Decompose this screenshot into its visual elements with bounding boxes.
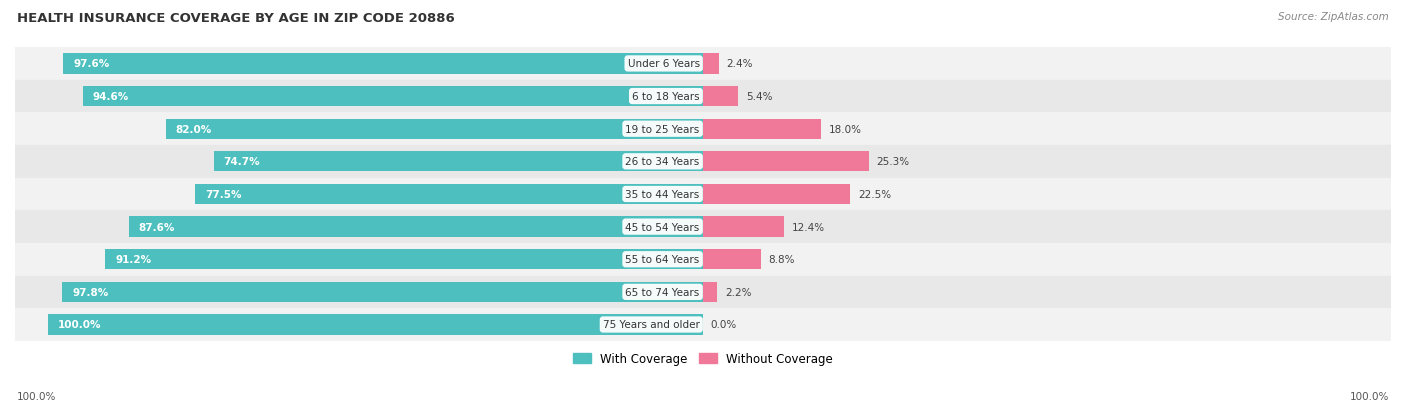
Bar <box>703 282 717 302</box>
Bar <box>703 119 821 140</box>
Text: 19 to 25 Years: 19 to 25 Years <box>626 124 700 134</box>
Bar <box>195 184 703 204</box>
Bar <box>62 282 703 302</box>
Text: 94.6%: 94.6% <box>93 92 129 102</box>
Bar <box>703 54 718 74</box>
Bar <box>15 146 1391 178</box>
Bar <box>703 249 761 270</box>
Text: 97.8%: 97.8% <box>72 287 108 297</box>
Text: 77.5%: 77.5% <box>205 190 242 199</box>
Legend: With Coverage, Without Coverage: With Coverage, Without Coverage <box>568 348 838 370</box>
Bar <box>703 184 851 204</box>
Bar <box>15 309 1391 341</box>
Text: 2.4%: 2.4% <box>727 59 754 69</box>
Text: 12.4%: 12.4% <box>792 222 825 232</box>
Text: 91.2%: 91.2% <box>115 254 152 265</box>
Bar <box>703 217 785 237</box>
Bar <box>166 119 703 140</box>
Bar <box>703 87 738 107</box>
Text: 26 to 34 Years: 26 to 34 Years <box>626 157 700 167</box>
Text: 97.6%: 97.6% <box>73 59 110 69</box>
Text: 35 to 44 Years: 35 to 44 Years <box>626 190 700 199</box>
Bar <box>15 113 1391 146</box>
Text: 25.3%: 25.3% <box>876 157 910 167</box>
Text: 0.0%: 0.0% <box>711 320 737 330</box>
Text: 55 to 64 Years: 55 to 64 Years <box>626 254 700 265</box>
Bar <box>15 81 1391 113</box>
Bar <box>15 243 1391 276</box>
Text: 5.4%: 5.4% <box>747 92 773 102</box>
Bar <box>83 87 703 107</box>
Bar <box>48 315 703 335</box>
Bar <box>129 217 703 237</box>
Bar <box>15 211 1391 243</box>
Text: 87.6%: 87.6% <box>139 222 176 232</box>
Text: 65 to 74 Years: 65 to 74 Years <box>626 287 700 297</box>
Text: HEALTH INSURANCE COVERAGE BY AGE IN ZIP CODE 20886: HEALTH INSURANCE COVERAGE BY AGE IN ZIP … <box>17 12 454 25</box>
Text: 74.7%: 74.7% <box>224 157 260 167</box>
Bar <box>63 54 703 74</box>
Text: 75 Years and older: 75 Years and older <box>603 320 700 330</box>
Text: 22.5%: 22.5% <box>858 190 891 199</box>
Bar <box>15 48 1391 81</box>
Text: 100.0%: 100.0% <box>58 320 101 330</box>
Bar <box>703 152 869 172</box>
Bar <box>105 249 703 270</box>
Text: 2.2%: 2.2% <box>725 287 752 297</box>
Text: Under 6 Years: Under 6 Years <box>627 59 700 69</box>
Bar <box>15 178 1391 211</box>
Text: 100.0%: 100.0% <box>17 391 56 401</box>
Text: 18.0%: 18.0% <box>828 124 862 134</box>
Text: 100.0%: 100.0% <box>1350 391 1389 401</box>
Text: 8.8%: 8.8% <box>769 254 794 265</box>
Text: Source: ZipAtlas.com: Source: ZipAtlas.com <box>1278 12 1389 22</box>
Text: 6 to 18 Years: 6 to 18 Years <box>633 92 700 102</box>
Bar <box>15 276 1391 309</box>
Bar <box>214 152 703 172</box>
Text: 45 to 54 Years: 45 to 54 Years <box>626 222 700 232</box>
Text: 82.0%: 82.0% <box>176 124 212 134</box>
